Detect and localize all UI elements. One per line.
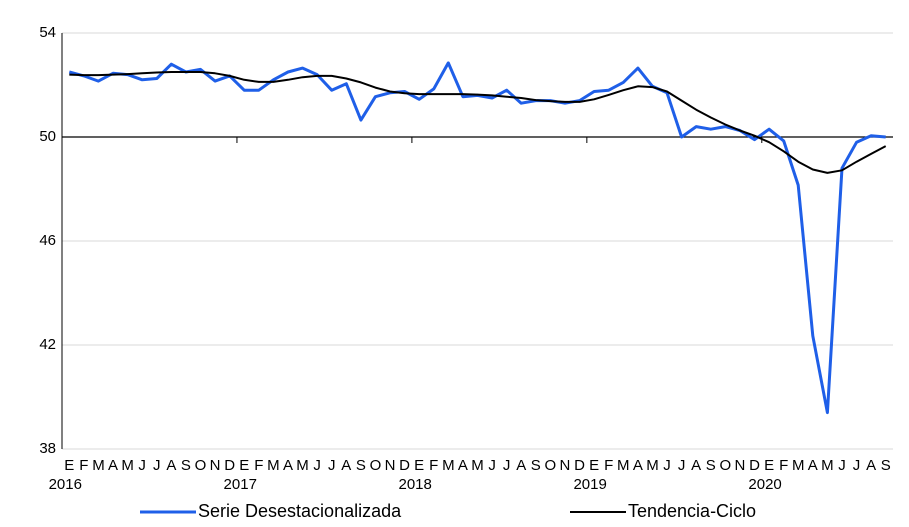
x-tick-label: S xyxy=(181,457,191,474)
x-tick-label: A xyxy=(691,457,701,474)
y-tick-label: 42 xyxy=(39,336,56,353)
x-tick-label: J xyxy=(488,457,496,474)
x-tick-label: D xyxy=(749,457,760,474)
x-tick-label: A xyxy=(166,457,176,474)
x-tick-label: S xyxy=(881,457,891,474)
x-tick-label: A xyxy=(341,457,351,474)
x-tick-label: D xyxy=(224,457,235,474)
x-tick-label: O xyxy=(545,457,557,474)
x-tick-label: J xyxy=(678,457,686,474)
x-tick-label: J xyxy=(138,457,146,474)
x-tick-label: J xyxy=(838,457,846,474)
year-label: 2020 xyxy=(748,476,781,493)
x-tick-label: S xyxy=(706,457,716,474)
x-tick-label: M xyxy=(442,457,455,474)
x-tick-label: A xyxy=(808,457,818,474)
x-tick-label: J xyxy=(328,457,336,474)
year-label: 2017 xyxy=(224,476,257,493)
year-label: 2016 xyxy=(49,476,82,493)
x-tick-label: J xyxy=(313,457,321,474)
x-tick-label: M xyxy=(792,457,805,474)
x-tick-label: M xyxy=(296,457,309,474)
x-tick-label: E xyxy=(239,457,249,474)
x-tick-label: M xyxy=(646,457,659,474)
x-tick-label: E xyxy=(589,457,599,474)
x-tick-label: S xyxy=(356,457,366,474)
x-tick-label: A xyxy=(458,457,468,474)
legend-label: Serie Desestacionalizada xyxy=(198,501,402,521)
x-tick-label: N xyxy=(210,457,221,474)
series-line xyxy=(69,71,887,174)
x-tick-label: M xyxy=(267,457,280,474)
x-tick-label: F xyxy=(254,457,263,474)
x-tick-label: N xyxy=(560,457,571,474)
x-tick-label: J xyxy=(153,457,161,474)
y-tick-label: 38 xyxy=(39,440,56,457)
x-tick-label: A xyxy=(633,457,643,474)
x-tick-label: D xyxy=(399,457,410,474)
x-tick-label: O xyxy=(195,457,207,474)
x-tick-label: M xyxy=(821,457,834,474)
x-tick-label: E xyxy=(764,457,774,474)
x-tick-label: O xyxy=(370,457,382,474)
x-tick-label: F xyxy=(779,457,788,474)
y-tick-label: 46 xyxy=(39,232,56,249)
x-tick-label: N xyxy=(385,457,396,474)
x-tick-label: F xyxy=(604,457,613,474)
y-tick-label: 54 xyxy=(39,24,56,41)
x-tick-label: M xyxy=(121,457,134,474)
y-tick-label: 50 xyxy=(39,128,56,145)
x-tick-label: N xyxy=(734,457,745,474)
year-label: 2019 xyxy=(573,476,606,493)
x-tick-label: E xyxy=(414,457,424,474)
x-tick-label: J xyxy=(663,457,671,474)
x-tick-label: E xyxy=(64,457,74,474)
x-tick-label: D xyxy=(574,457,585,474)
x-tick-label: A xyxy=(283,457,293,474)
x-tick-label: A xyxy=(866,457,876,474)
x-tick-label: S xyxy=(531,457,541,474)
x-tick-label: O xyxy=(720,457,732,474)
x-tick-label: M xyxy=(471,457,484,474)
x-tick-label: J xyxy=(853,457,861,474)
x-tick-label: J xyxy=(503,457,511,474)
year-label: 2018 xyxy=(398,476,431,493)
legend-label: Tendencia-Ciclo xyxy=(628,501,756,521)
x-tick-label: M xyxy=(617,457,630,474)
x-tick-label: A xyxy=(516,457,526,474)
x-tick-label: M xyxy=(92,457,105,474)
x-tick-label: F xyxy=(429,457,438,474)
x-tick-label: A xyxy=(108,457,118,474)
x-tick-label: F xyxy=(79,457,88,474)
